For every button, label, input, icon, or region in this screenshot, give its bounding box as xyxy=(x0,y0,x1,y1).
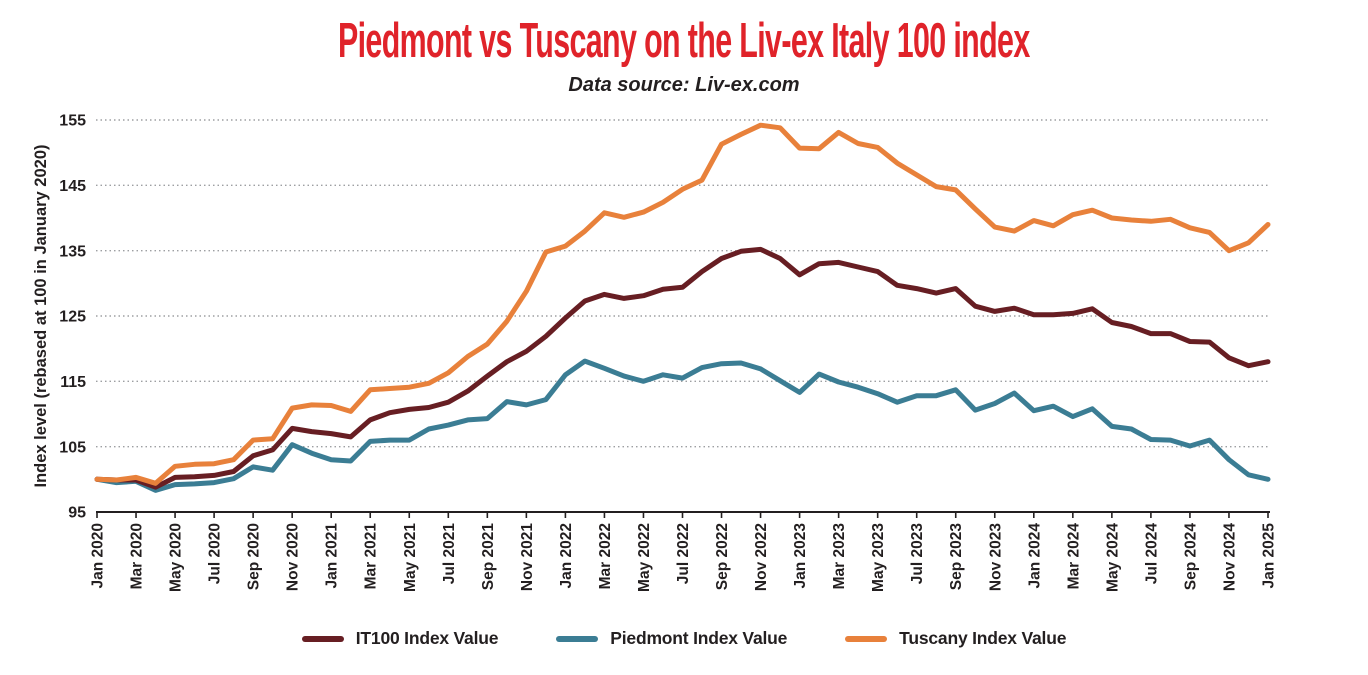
x-tick-label: Sep 2023 xyxy=(948,523,965,591)
y-axis-labels: 95 105 115 125 135 145 155 xyxy=(59,113,86,522)
y-tick-label: 115 xyxy=(60,374,86,391)
x-tick-label: Jul 2024 xyxy=(1143,523,1160,585)
series-line-it100 xyxy=(94,246,1271,490)
x-tick-label: Mar 2022 xyxy=(597,523,614,589)
x-tick-label: Mar 2021 xyxy=(363,523,380,590)
legend-item-it100: IT100 Index Value xyxy=(301,628,499,649)
series-line-piedmont xyxy=(94,358,1271,493)
y-tick-label: 95 xyxy=(68,505,86,522)
x-tick-label: Mar 2023 xyxy=(831,523,848,590)
x-tick-label: Jan 2021 xyxy=(324,523,341,589)
x-tick-label: Sep 2022 xyxy=(714,523,731,590)
legend: IT100 Index Value Piedmont Index Value Tus… xyxy=(0,628,1368,649)
x-tick-label: Nov 2023 xyxy=(987,523,1004,591)
legend-label: IT100 Index Value xyxy=(355,628,499,648)
y-tick-label: 125 xyxy=(59,309,86,326)
chart-title-text: Piedmont vs Tuscany on the Liv-ex Italy … xyxy=(338,14,1030,68)
y-tick-label: 155 xyxy=(59,113,86,130)
x-axis: Jan 2020 Mar 2020 May 2020 Jul 2020 Sep 2020… xyxy=(90,512,1278,592)
x-tick-label: Sep 2024 xyxy=(1182,523,1199,591)
legend-swatch-icon xyxy=(556,635,599,642)
x-tick-label: Jul 2020 xyxy=(207,523,224,584)
y-axis-title: Index level (rebased at 100 in January 2… xyxy=(32,144,50,487)
x-tick-label: Jul 2021 xyxy=(441,523,458,585)
legend-label: Tuscany Index Value xyxy=(899,628,1067,648)
x-tick-label: Jan 2025 xyxy=(1261,523,1278,589)
x-tick-label: Nov 2020 xyxy=(285,523,302,591)
legend-swatch-icon xyxy=(301,635,344,642)
series-line-tuscany xyxy=(94,122,1271,486)
x-tick-label: Sep 2020 xyxy=(246,523,263,590)
x-tick-label: Jan 2020 xyxy=(90,523,107,589)
x-tick-label: Jul 2022 xyxy=(675,523,692,584)
y-tick-label: 105 xyxy=(59,439,86,456)
x-tick-label: Nov 2024 xyxy=(1221,523,1238,591)
y-tick-label: 145 xyxy=(59,178,86,195)
x-tick-label: Nov 2022 xyxy=(753,523,770,591)
legend-swatch-icon xyxy=(845,635,888,642)
x-tick-label: Mar 2020 xyxy=(129,523,146,589)
legend-label: Piedmont Index Value xyxy=(610,628,788,648)
x-tick-label: Jan 2022 xyxy=(558,523,575,589)
legend-item-tuscany: Tuscany Index Value xyxy=(845,628,1066,649)
chart-subtitle: Data source: Liv-ex.com xyxy=(568,74,800,96)
x-tick-label: May 2021 xyxy=(402,523,419,592)
x-tick-label: May 2022 xyxy=(636,523,653,592)
x-tick-label: Jan 2024 xyxy=(1026,523,1043,589)
gridlines xyxy=(96,119,1270,513)
chart-title: Piedmont vs Tuscany on the Liv-ex Italy … xyxy=(0,14,1368,68)
x-tick-label: Jul 2023 xyxy=(909,523,926,585)
x-tick-label: May 2023 xyxy=(870,523,887,592)
x-tick-label: Jan 2023 xyxy=(792,523,809,589)
x-tick-label: Mar 2024 xyxy=(1065,523,1082,590)
y-tick-label: 135 xyxy=(59,243,86,260)
x-tick-label: May 2020 xyxy=(168,523,185,592)
legend-item-piedmont: Piedmont Index Value xyxy=(556,628,787,649)
x-tick-label: May 2024 xyxy=(1104,523,1121,592)
x-tick-label: Nov 2021 xyxy=(519,523,536,591)
x-tick-label: Sep 2021 xyxy=(480,523,497,591)
